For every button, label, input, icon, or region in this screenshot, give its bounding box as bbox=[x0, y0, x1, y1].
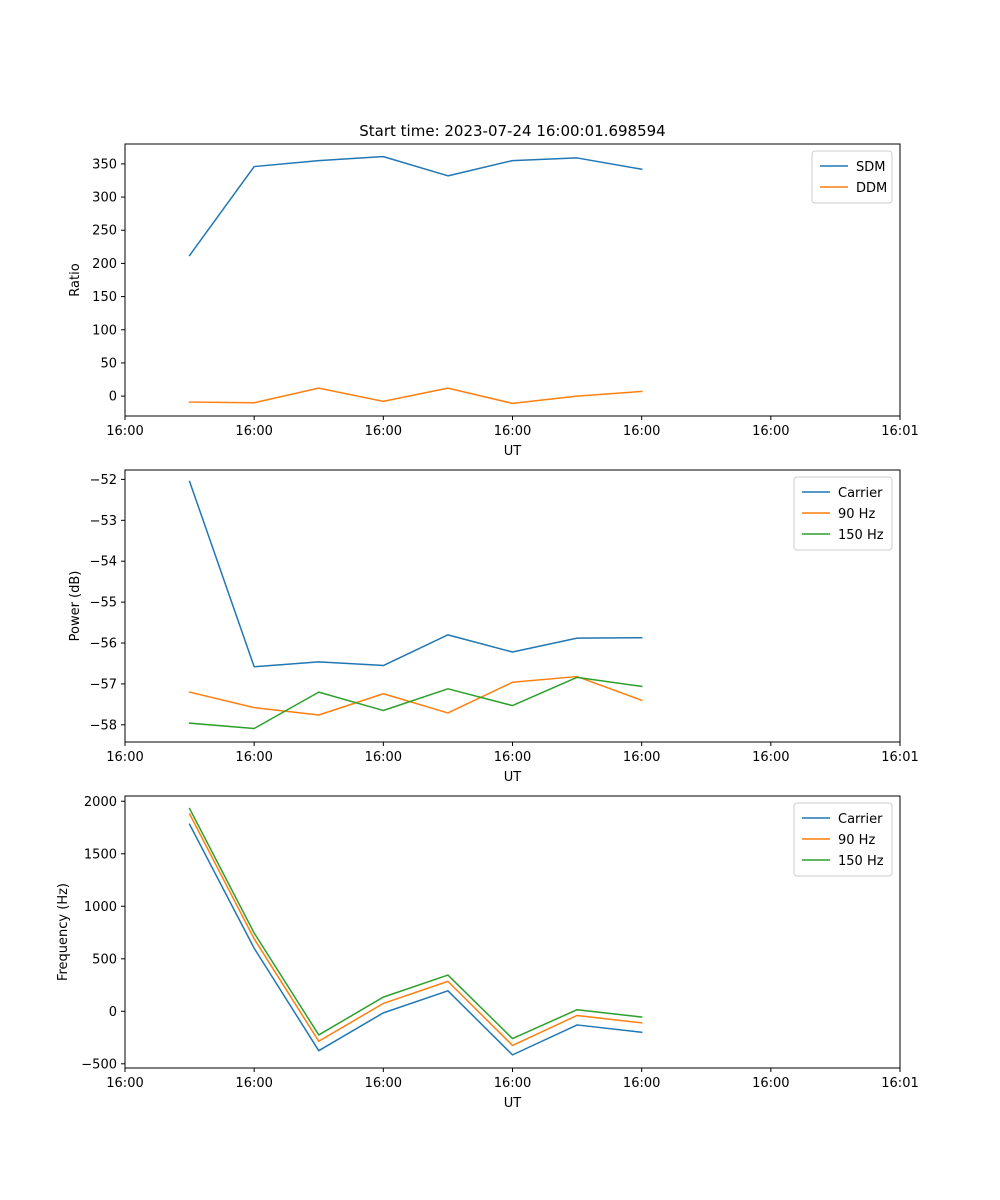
y-tick-label: −500 bbox=[81, 1057, 117, 1072]
x-tick-label: 16:00 bbox=[623, 750, 660, 765]
chart-title: Start time: 2023-07-24 16:00:01.698594 bbox=[359, 122, 665, 140]
legend-box bbox=[811, 150, 893, 204]
x-tick-label: 16:00 bbox=[752, 750, 789, 765]
y-axis-label: Frequency (Hz) bbox=[56, 883, 71, 981]
y-tick-label: 50 bbox=[100, 356, 117, 371]
x-tick-label: 16:00 bbox=[235, 424, 272, 439]
series-line-90-hz bbox=[188, 812, 643, 1047]
legend-label: 90 Hz bbox=[838, 833, 875, 848]
y-axis-label: Ratio bbox=[68, 263, 83, 296]
y-tick-label: 2000 bbox=[84, 795, 117, 810]
legend-box bbox=[793, 802, 893, 877]
x-tick-label: 16:01 bbox=[881, 750, 918, 765]
y-tick-label: 1000 bbox=[84, 900, 117, 915]
series-line-150-hz bbox=[188, 807, 643, 1040]
x-tick-label: 16:00 bbox=[752, 1076, 789, 1091]
x-tick-label: 16:00 bbox=[106, 1076, 143, 1091]
y-tick-label: 250 bbox=[92, 224, 117, 239]
legend: Carrier 90 Hz 150 Hz bbox=[793, 802, 893, 877]
y-tick-label: 100 bbox=[92, 323, 117, 338]
y-tick-label: 0 bbox=[109, 390, 117, 405]
legend-box bbox=[793, 476, 893, 551]
x-axis-label: UT bbox=[504, 1096, 522, 1111]
y-axis-label: Power (dB) bbox=[68, 571, 83, 642]
series-line-carrier bbox=[188, 823, 643, 1056]
y-tick-label: 350 bbox=[92, 157, 117, 172]
x-tick-label: 16:00 bbox=[106, 424, 143, 439]
series-line-90-hz bbox=[188, 675, 643, 716]
y-tick-label: −52 bbox=[90, 473, 117, 488]
series-line-150-hz bbox=[188, 676, 643, 730]
x-tick-label: 16:00 bbox=[235, 1076, 272, 1091]
y-tick-label: −55 bbox=[90, 596, 117, 611]
y-tick-label: 300 bbox=[92, 191, 117, 206]
axes-frame bbox=[124, 469, 901, 743]
legend-label: 150 Hz bbox=[838, 528, 884, 543]
y-tick-label: −53 bbox=[90, 514, 117, 529]
x-tick-label: 16:00 bbox=[365, 424, 402, 439]
x-tick-label: 16:01 bbox=[881, 1076, 918, 1091]
x-tick-label: 16:00 bbox=[752, 424, 789, 439]
y-tick-label: 0 bbox=[109, 1005, 117, 1020]
chart-panel-3: 16:00 16:00 16:00 16:00 16:00 16:00 16:01 −500 0… bbox=[56, 795, 919, 1111]
x-tick-label: 16:00 bbox=[106, 750, 143, 765]
x-tick-label: 16:00 bbox=[494, 750, 531, 765]
axes-frame bbox=[124, 795, 901, 1069]
legend-label: 90 Hz bbox=[838, 507, 875, 522]
y-tick-label: −58 bbox=[90, 718, 117, 733]
x-tick-label: 16:01 bbox=[881, 424, 918, 439]
x-tick-label: 16:00 bbox=[365, 750, 402, 765]
x-axis-label: UT bbox=[504, 770, 522, 785]
y-tick-label: −56 bbox=[90, 637, 117, 652]
legend-label: SDM bbox=[856, 160, 885, 175]
y-tick-label: −57 bbox=[90, 677, 117, 692]
legend: Carrier 90 Hz 150 Hz bbox=[793, 476, 893, 551]
x-tick-label: 16:00 bbox=[494, 1076, 531, 1091]
y-tick-label: 150 bbox=[92, 290, 117, 305]
series-line-sdm bbox=[188, 155, 643, 257]
series-line-carrier bbox=[188, 480, 643, 668]
legend-label: Carrier bbox=[838, 812, 883, 827]
legend: SDM DDM bbox=[811, 150, 893, 204]
y-tick-label: −54 bbox=[90, 555, 117, 570]
legend-label: 150 Hz bbox=[838, 854, 884, 869]
x-tick-label: 16:00 bbox=[623, 1076, 660, 1091]
x-tick-label: 16:00 bbox=[623, 424, 660, 439]
x-tick-label: 16:00 bbox=[365, 1076, 402, 1091]
x-tick-label: 16:00 bbox=[494, 424, 531, 439]
y-tick-label: 200 bbox=[92, 257, 117, 272]
chart-panel-2: 16:00 16:00 16:00 16:00 16:00 16:00 16:01 −58 −5… bbox=[68, 469, 919, 785]
x-axis-label: UT bbox=[504, 444, 522, 459]
y-tick-label: 1500 bbox=[84, 847, 117, 862]
y-tick-label: 500 bbox=[92, 952, 117, 967]
x-tick-label: 16:00 bbox=[235, 750, 272, 765]
legend-label: Carrier bbox=[838, 486, 883, 501]
chart-panel-1: 16:00 16:00 16:00 16:00 16:00 16:00 16:01 0 50 10… bbox=[68, 122, 919, 459]
series-line-ddm bbox=[188, 387, 643, 405]
legend-label: DDM bbox=[856, 181, 887, 196]
